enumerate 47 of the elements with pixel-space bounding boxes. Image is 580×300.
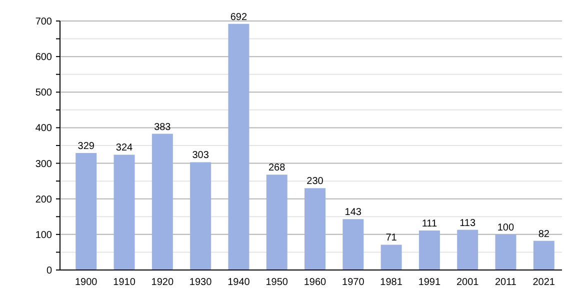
x-tick-label: 1920 xyxy=(151,277,174,288)
bar xyxy=(533,240,554,270)
bar xyxy=(380,244,402,270)
data-label: 230 xyxy=(306,176,324,188)
x-tick-label: 1910 xyxy=(113,277,136,288)
x-tick-label: 1950 xyxy=(266,277,288,288)
data-label: 82 xyxy=(538,228,550,240)
bar xyxy=(228,24,250,270)
x-tick-label: 1970 xyxy=(342,277,365,288)
data-label: 111 xyxy=(422,218,438,230)
y-tick-label: 300 xyxy=(35,158,52,170)
data-label: 329 xyxy=(78,140,95,152)
data-label: 303 xyxy=(192,150,210,162)
x-tick-label: 2011 xyxy=(494,277,517,288)
bar xyxy=(114,154,135,270)
x-tick-label: 1900 xyxy=(74,277,98,288)
y-tick-label: 500 xyxy=(35,88,52,99)
data-label: 692 xyxy=(230,12,248,23)
y-tick-label: 0 xyxy=(46,266,52,276)
x-tick-label: 1981 xyxy=(380,277,403,288)
bar xyxy=(190,162,212,270)
y-tick-label: 200 xyxy=(35,194,52,206)
y-tick-label: 700 xyxy=(35,16,52,28)
bar xyxy=(304,188,326,270)
x-tick-label: 2001 xyxy=(456,277,480,288)
bar xyxy=(457,230,478,270)
data-label: 71 xyxy=(386,232,398,244)
bar xyxy=(76,152,97,270)
data-label: 143 xyxy=(344,207,362,218)
y-tick-label: 600 xyxy=(35,52,52,64)
bar xyxy=(418,230,440,270)
y-tick-label: 400 xyxy=(35,123,52,134)
x-tick-label: 1930 xyxy=(189,277,212,288)
bar xyxy=(152,134,173,270)
bar xyxy=(266,174,288,270)
data-label: 324 xyxy=(116,142,134,154)
data-label: 383 xyxy=(154,122,172,133)
data-label: 100 xyxy=(497,222,515,234)
data-label: 113 xyxy=(460,218,476,229)
x-tick-label: 2021 xyxy=(532,277,556,288)
y-tick-label: 100 xyxy=(35,230,52,241)
x-tick-label: 1991 xyxy=(418,277,441,288)
bar xyxy=(495,234,516,270)
x-tick-label: 1940 xyxy=(228,277,250,288)
bar xyxy=(342,219,364,270)
x-tick-label: 1960 xyxy=(304,277,327,288)
data-label: 268 xyxy=(268,162,286,174)
